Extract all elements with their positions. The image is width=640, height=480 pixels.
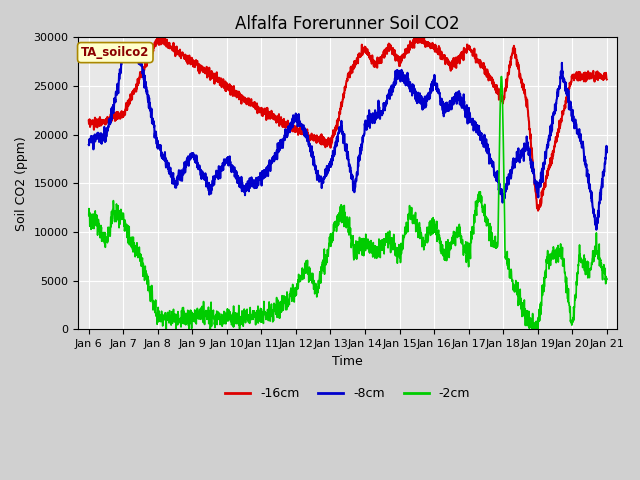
Legend: -16cm, -8cm, -2cm: -16cm, -8cm, -2cm — [220, 382, 476, 405]
Title: Alfalfa Forerunner Soil CO2: Alfalfa Forerunner Soil CO2 — [236, 15, 460, 33]
X-axis label: Time: Time — [332, 355, 363, 368]
Y-axis label: Soil CO2 (ppm): Soil CO2 (ppm) — [15, 136, 28, 231]
Text: TA_soilco2: TA_soilco2 — [81, 46, 150, 59]
